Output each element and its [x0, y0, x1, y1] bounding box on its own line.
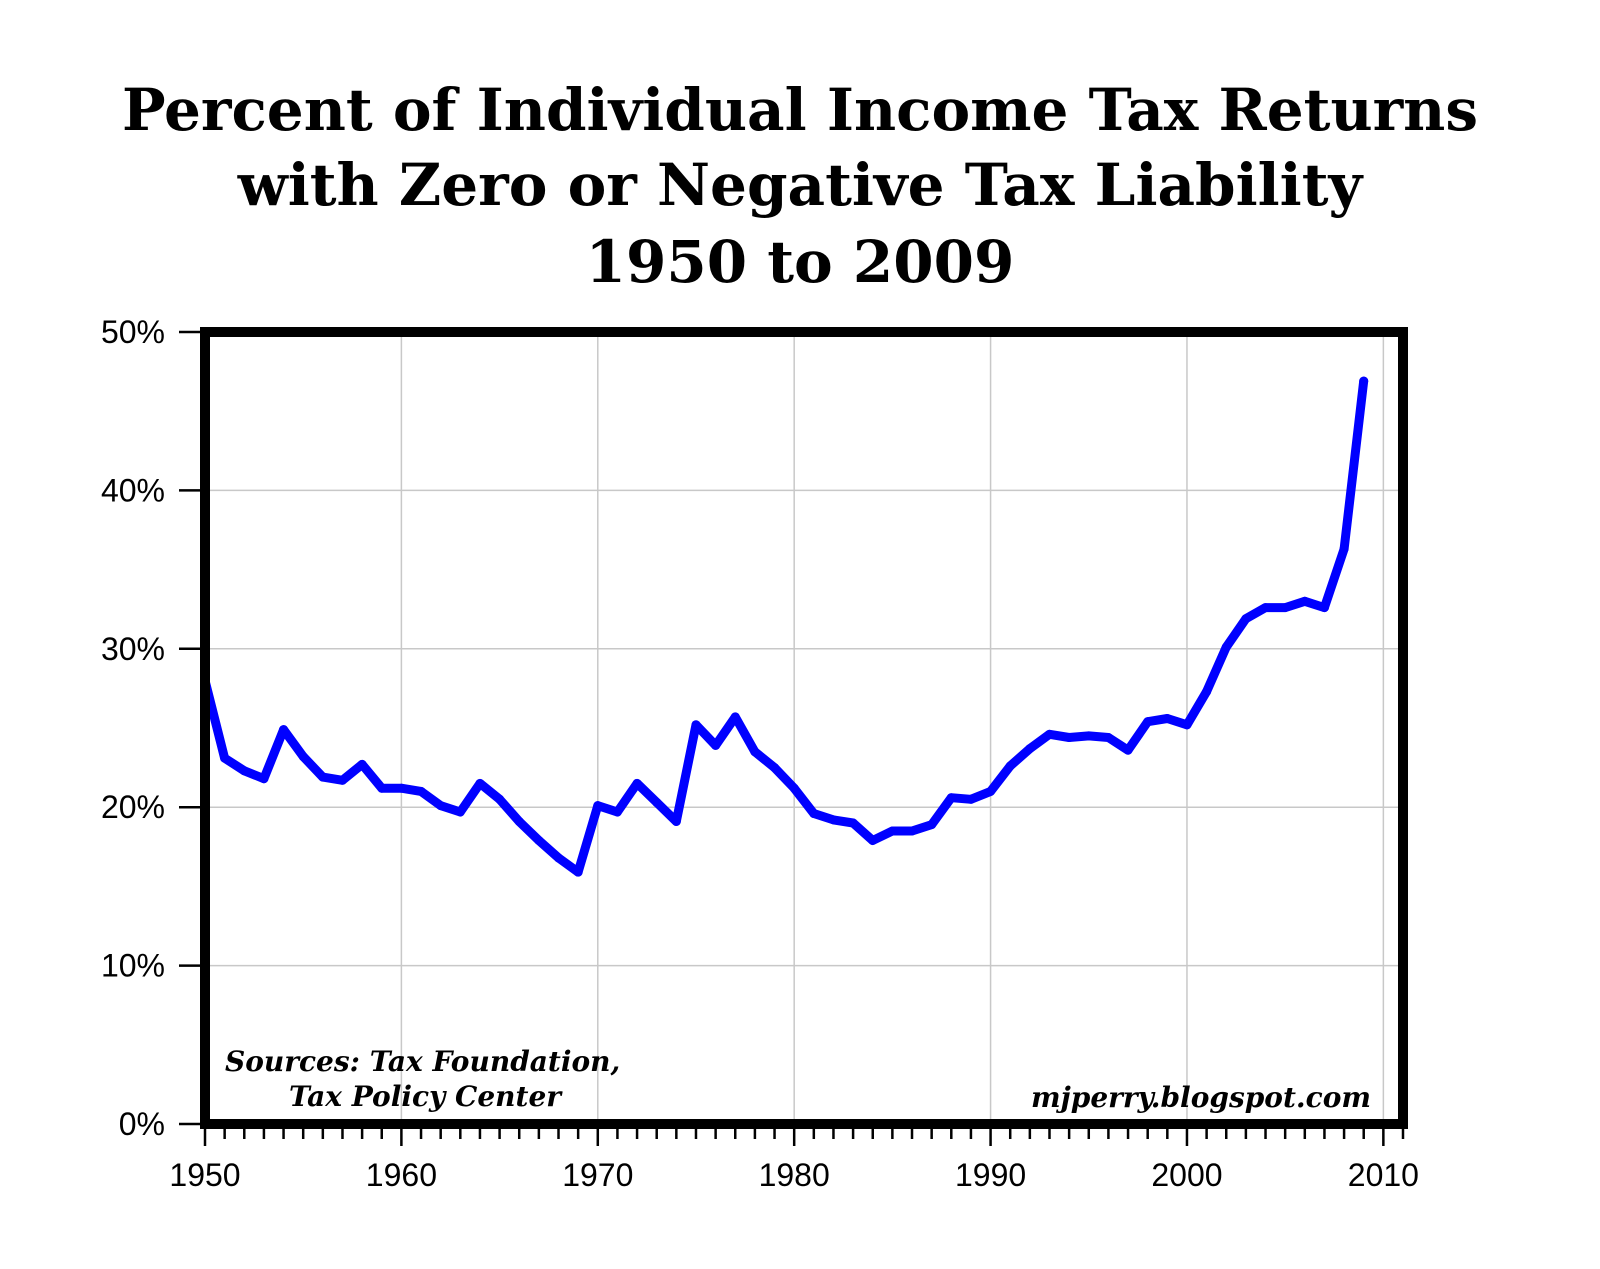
data-point: [1300, 596, 1310, 606]
data-point: [279, 725, 289, 735]
data-point: [455, 807, 465, 817]
data-point: [1103, 733, 1113, 743]
data-point: [1143, 717, 1153, 727]
data-point: [220, 753, 230, 763]
data-point: [612, 807, 622, 817]
data-point: [475, 778, 485, 788]
data-point: [1182, 720, 1192, 730]
data-point: [809, 809, 819, 819]
y-tick-label: 20%: [101, 789, 165, 825]
data-point: [377, 783, 387, 793]
data-point: [1044, 729, 1054, 739]
x-tick-label: 1990: [955, 1157, 1026, 1193]
data-point: [1339, 544, 1349, 554]
x-axis: 1950 1960 1970 1980 1990 2000 2010: [169, 1124, 1419, 1193]
data-point: [1084, 731, 1094, 741]
data-point: [1261, 603, 1271, 613]
data-point: [927, 820, 937, 830]
watermark: mjperry.blogspot.com: [1031, 1081, 1371, 1114]
data-point: [357, 759, 367, 769]
chart-title: Percent of Individual Income Tax Returns: [122, 76, 1478, 144]
data-point: [1123, 745, 1133, 755]
data-point: [416, 786, 426, 796]
x-tick-label: 2010: [1348, 1157, 1419, 1193]
data-point: [396, 783, 406, 793]
plot-frame: [200, 327, 1408, 1129]
data-point: [495, 794, 505, 804]
y-tick-label: 10%: [101, 948, 165, 984]
data-point: [691, 720, 701, 730]
data-point: [750, 747, 760, 757]
data-point: [1359, 376, 1369, 386]
y-tick-label: 40%: [101, 472, 165, 508]
data-point: [514, 816, 524, 826]
data-point: [848, 818, 858, 828]
data-point: [554, 853, 564, 863]
data-point: [1221, 642, 1231, 652]
series-layer: [200, 376, 1369, 877]
data-point: [770, 763, 780, 773]
data-point: [986, 786, 996, 796]
data-point: [711, 740, 721, 750]
data-point: [789, 783, 799, 793]
data-point: [632, 778, 642, 788]
data-point: [946, 793, 956, 803]
data-point: [534, 835, 544, 845]
data-point: [1202, 687, 1212, 697]
data-point: [828, 815, 838, 825]
data-point: [298, 752, 308, 762]
y-tick-label: 30%: [101, 631, 165, 667]
x-tick-label: 1980: [759, 1157, 830, 1193]
source-note-line2: Tax Policy Center: [289, 1080, 563, 1113]
series-line: [200, 376, 1369, 877]
data-point: [868, 835, 878, 845]
y-axis: 0% 10% 20% 30% 40% 50%: [101, 314, 205, 1142]
data-point: [337, 775, 347, 785]
data-point: [593, 801, 603, 811]
data-point: [907, 826, 917, 836]
data-point: [966, 794, 976, 804]
source-note-line1: Sources: Tax Foundation,: [225, 1045, 620, 1078]
y-tick-label: 50%: [101, 314, 165, 350]
data-point: [1005, 761, 1015, 771]
x-tick-label: 1960: [366, 1157, 437, 1193]
data-point: [730, 712, 740, 722]
data-point: [652, 797, 662, 807]
chart-title-line3: 1950 to 2009: [586, 228, 1015, 296]
data-point: [1162, 713, 1172, 723]
data-point: [239, 766, 249, 776]
data-point: [1025, 744, 1035, 754]
gridlines: [205, 332, 1403, 1124]
x-tick-label: 2000: [1151, 1157, 1222, 1193]
data-point: [436, 801, 446, 811]
data-point: [573, 867, 583, 877]
data-point: [1319, 603, 1329, 613]
data-point: [887, 826, 897, 836]
data-point: [1280, 603, 1290, 613]
data-point: [1064, 733, 1074, 743]
data-point: [1241, 614, 1251, 624]
data-point: [318, 772, 328, 782]
y-tick-label: 0%: [119, 1106, 165, 1142]
chart-title-line2: with Zero or Negative Tax Liability: [237, 151, 1365, 219]
x-tick-label: 1950: [169, 1157, 240, 1193]
data-point: [671, 816, 681, 826]
x-tick-label: 1970: [562, 1157, 633, 1193]
data-point: [259, 774, 269, 784]
